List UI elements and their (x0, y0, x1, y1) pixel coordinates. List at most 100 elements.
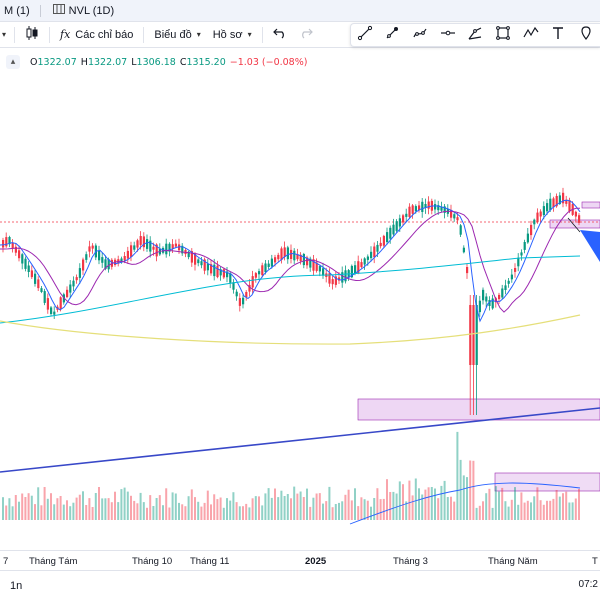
bottom-bar: 1n 07:2 (0, 570, 600, 600)
volume-bar (283, 496, 286, 520)
high-value: 1322.07 (87, 56, 128, 68)
resistance-zone (549, 219, 600, 229)
horizontal-line-icon[interactable] (440, 25, 456, 46)
timeframe-button[interactable]: 1n (6, 577, 26, 595)
candlestick-icon (25, 25, 39, 44)
chart-type-button[interactable]: Biểu đồ ▾ (148, 22, 206, 48)
candle-body (139, 236, 142, 245)
ma-mid-line (0, 207, 581, 313)
candle-body (78, 268, 81, 278)
candle-body (517, 257, 520, 267)
trendline (0, 407, 600, 473)
volume-bar (354, 488, 356, 520)
pattern-icon[interactable] (412, 25, 428, 46)
volume-bar (2, 497, 4, 520)
trendline-icon[interactable] (357, 25, 373, 46)
candle-body (450, 209, 453, 218)
volume-bar (149, 495, 152, 520)
candle-body (395, 221, 398, 231)
low-label: L (131, 56, 137, 68)
tab-first[interactable]: M (1) (0, 0, 40, 22)
redo-button[interactable] (293, 22, 319, 48)
candle-body (414, 206, 417, 212)
chevron-down-icon: ▾ (196, 30, 201, 39)
volume-bar (491, 507, 494, 520)
profile-button[interactable]: Hồ sơ ▾ (207, 22, 258, 48)
chevron-down-icon: ▾ (247, 30, 252, 39)
time-axis[interactable]: 7 Tháng Tám Tháng 10 Tháng 11 2025 Tháng… (0, 550, 600, 570)
price-chart[interactable] (0, 70, 600, 550)
candle-body (318, 266, 321, 272)
candle-body (277, 254, 280, 260)
volume-bar (232, 492, 235, 520)
ma-short-line (0, 199, 581, 323)
volume-bar (286, 494, 289, 520)
volume-bar (194, 497, 196, 520)
tab-divider (39, 4, 41, 17)
candle-body (98, 251, 101, 261)
volume-bar (338, 502, 340, 520)
candle-body (498, 294, 501, 300)
pin-icon[interactable] (578, 25, 594, 46)
candle-body (53, 311, 56, 315)
interval-chevron-button[interactable]: ▾ (0, 22, 10, 48)
volume-bar (386, 479, 388, 520)
candle-body (510, 274, 513, 280)
volume-bar (107, 498, 110, 520)
volume-bar (264, 493, 267, 520)
volume-bar (72, 502, 75, 520)
volume-bar (408, 480, 411, 520)
candle-body (530, 224, 533, 236)
volume-bar (517, 504, 520, 520)
volume-bar (533, 496, 536, 520)
volume-bar (520, 492, 523, 520)
tab-first-label: M (1) (4, 4, 30, 17)
time-axis-label: Tháng 10 (132, 556, 173, 567)
volume-bar (34, 504, 36, 520)
text-icon[interactable] (550, 25, 566, 46)
candle-body (520, 252, 523, 256)
candle-body (434, 204, 437, 210)
volume-bar (578, 489, 580, 520)
volume-bar (482, 501, 484, 520)
candle-body (283, 247, 286, 257)
candle-body (299, 254, 302, 261)
undo-button[interactable] (267, 22, 293, 48)
collapse-legend-icon[interactable]: ▴ (6, 55, 20, 69)
volume-bar (462, 475, 465, 520)
brush-icon[interactable] (384, 25, 400, 46)
candle-body (456, 217, 459, 221)
candle-body (328, 273, 331, 284)
volume-bar (94, 493, 97, 520)
candle-body (443, 206, 446, 213)
volume-bar (398, 481, 401, 520)
candle-body (453, 214, 456, 219)
volume-bar (104, 498, 107, 520)
time-axis-label: T (592, 556, 598, 567)
volume-bar (370, 506, 372, 520)
volume-bar (555, 490, 558, 520)
candle-body (37, 279, 40, 289)
candle-body (309, 258, 312, 268)
wave-icon[interactable] (523, 25, 539, 46)
candle-style-button[interactable] (19, 22, 45, 48)
ohlc-legend: ▴ O 1322.07 H 1322.07 L 1306.18 C 1315.2… (6, 54, 307, 70)
volume-bar (478, 505, 481, 520)
candle-body (59, 297, 62, 310)
profile-label: Hồ sơ (212, 28, 243, 41)
volume-bar (126, 491, 129, 520)
indicators-button[interactable]: fx Các chỉ báo (54, 22, 139, 48)
candle-body (482, 289, 485, 301)
tab-nvl[interactable]: NVL (1D) (49, 0, 124, 22)
volume-bar (430, 487, 433, 520)
volume-bar (245, 503, 248, 520)
candle-body (389, 227, 392, 239)
volume-bar (14, 495, 17, 520)
clock-text: 07:2 (578, 579, 598, 590)
tab-strip: M (1) NVL (1D) (0, 0, 600, 22)
rectangle-icon[interactable] (495, 25, 511, 46)
volume-bar (203, 502, 206, 520)
volume-bar (440, 485, 443, 520)
projection-icon[interactable] (467, 25, 483, 46)
volume-bar (37, 487, 40, 520)
